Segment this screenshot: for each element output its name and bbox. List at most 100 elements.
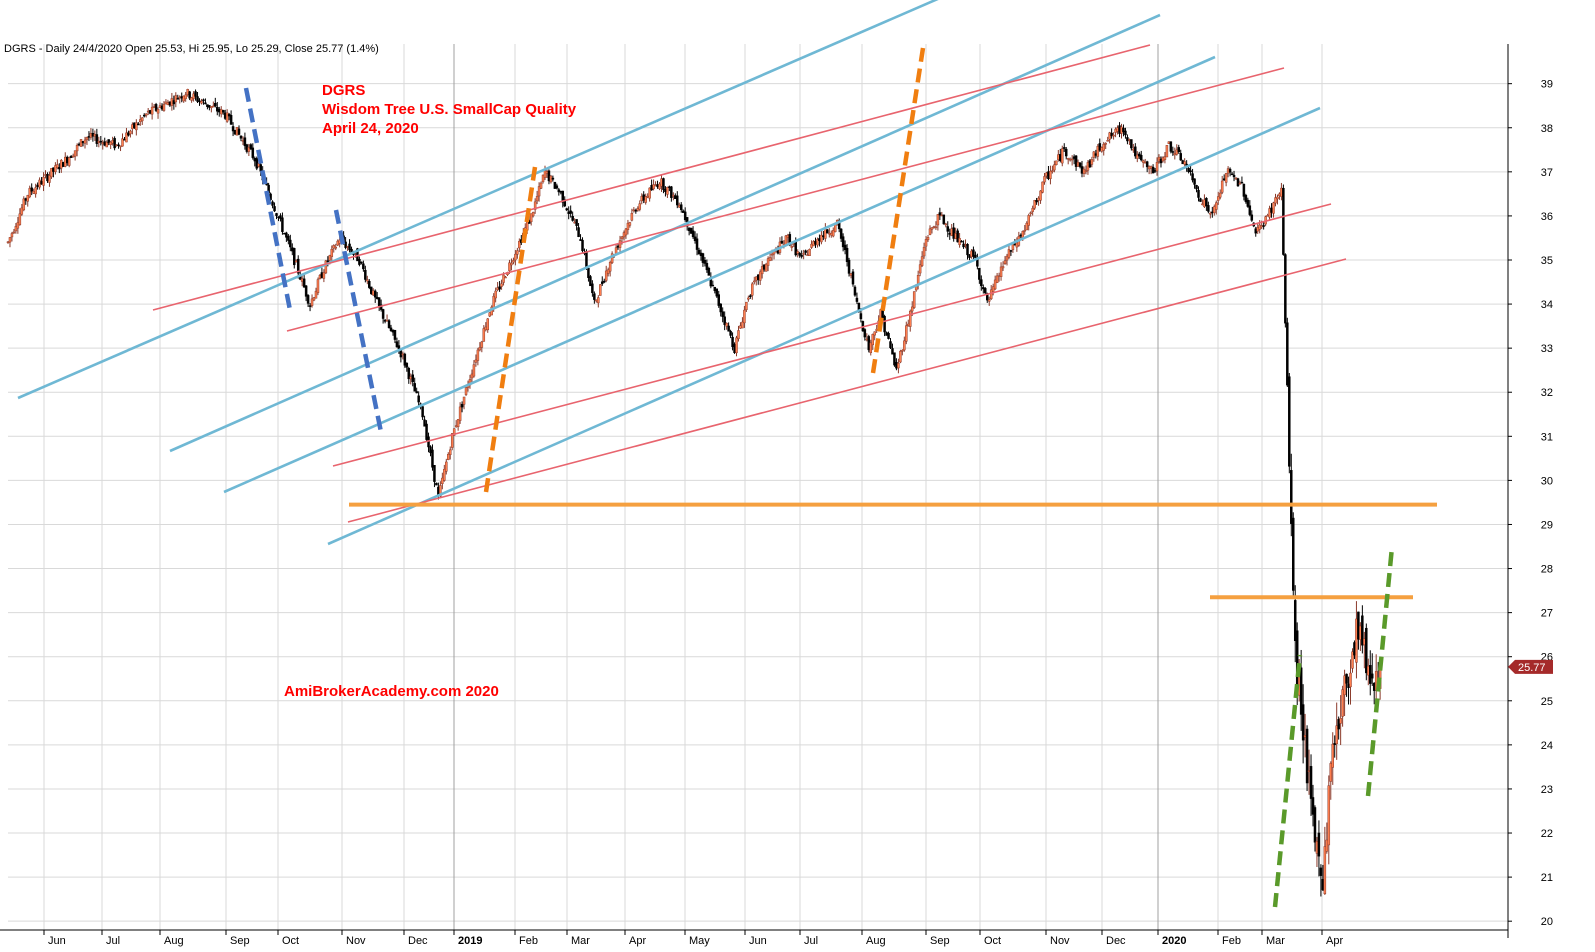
candle-body <box>1234 177 1238 180</box>
candle-body <box>20 207 24 215</box>
channel-line-blue <box>169 13 1161 453</box>
candle-body <box>804 250 807 253</box>
candle-body <box>407 368 411 380</box>
candle-body <box>176 98 180 100</box>
watermark: AmiBrokerAcademy.com 2020 <box>284 683 499 700</box>
candle-body <box>851 271 855 285</box>
candle-body <box>936 214 940 226</box>
candle-body <box>368 281 371 288</box>
candle-body <box>1084 170 1088 173</box>
candle-body <box>644 196 647 203</box>
candle-body <box>1120 126 1123 134</box>
candle-body <box>429 446 432 454</box>
candle-body <box>1021 231 1025 238</box>
candle-body <box>952 227 955 239</box>
candle-body <box>498 286 501 290</box>
candle-body <box>42 176 45 186</box>
candle-body <box>922 246 926 257</box>
candle-body <box>1311 797 1315 815</box>
candle-body <box>587 267 590 278</box>
x-tick-label: Jul <box>106 935 120 947</box>
candle-body <box>991 286 995 292</box>
candle-body <box>247 147 251 152</box>
candle-body <box>818 238 821 241</box>
candle-body <box>1197 189 1200 198</box>
candle-body <box>516 250 519 255</box>
candle-body <box>502 274 505 283</box>
candle-body <box>32 191 35 194</box>
candle-body <box>910 306 914 312</box>
candle-body <box>745 301 748 310</box>
candle-body <box>204 102 207 105</box>
candle-body <box>760 266 764 275</box>
candle-body <box>1282 187 1285 255</box>
candle-body <box>251 147 255 158</box>
candle-body <box>308 305 312 307</box>
candle-body <box>1033 200 1036 209</box>
candle-body <box>314 290 318 299</box>
candle-body <box>569 210 572 214</box>
candle-body <box>65 156 69 164</box>
candle-body <box>1228 168 1232 173</box>
x-tick-label: Jun <box>48 935 66 947</box>
candle-body <box>1009 250 1013 252</box>
candle-body <box>1159 158 1163 164</box>
candle-body <box>1045 172 1048 177</box>
candle-body <box>476 349 480 361</box>
candle-body <box>371 290 375 296</box>
candle-body <box>1218 192 1222 198</box>
candle-body <box>1061 148 1064 164</box>
candle-body <box>144 113 148 116</box>
candle-body <box>125 132 128 143</box>
candle-body <box>164 101 168 105</box>
candle-body <box>755 276 758 281</box>
candle-body <box>1055 160 1058 166</box>
candle-body <box>1122 127 1125 133</box>
candle-body <box>141 117 144 122</box>
candle-body <box>1037 197 1040 201</box>
trend-line-red <box>152 44 1151 311</box>
candle-body <box>620 236 624 240</box>
x-tick-label: Mar <box>1266 935 1285 947</box>
candle-body <box>494 290 497 299</box>
candle-body <box>1088 160 1092 168</box>
candle-body <box>1262 225 1265 227</box>
candle-body <box>814 240 817 245</box>
candle-body <box>443 468 446 481</box>
candle-body <box>1041 181 1044 193</box>
candle-body <box>105 141 108 148</box>
candle-body <box>561 190 565 203</box>
candle-body <box>320 272 324 279</box>
candle-body <box>445 461 448 472</box>
candle-body <box>980 279 983 287</box>
x-tick-label: Apr <box>629 935 646 947</box>
candle-body <box>174 95 178 103</box>
candle-body <box>1005 255 1009 261</box>
candle-body <box>1213 206 1216 214</box>
candle-body <box>1082 168 1086 174</box>
candle-body <box>1023 229 1027 232</box>
candle-body <box>1292 517 1295 591</box>
candle-body <box>184 94 187 99</box>
candle-body <box>127 132 130 136</box>
candle-body <box>660 178 663 187</box>
candle-body <box>839 228 843 239</box>
candle-body <box>713 286 717 291</box>
candle-body <box>934 226 938 229</box>
candle-body <box>654 184 657 187</box>
candle-body <box>257 163 260 167</box>
channel-line-blue <box>17 0 939 400</box>
candle-body <box>217 108 221 113</box>
candle-body <box>1224 173 1228 183</box>
candle-body <box>1047 171 1050 180</box>
candle-body <box>960 240 963 243</box>
candle-body <box>202 99 205 101</box>
candle-body <box>984 288 987 294</box>
candle-body <box>1268 208 1271 218</box>
candle-body <box>194 91 197 97</box>
candle-body <box>1365 627 1368 674</box>
candle-body <box>563 199 566 207</box>
candle-body <box>543 170 547 178</box>
candle-body <box>1319 867 1323 876</box>
